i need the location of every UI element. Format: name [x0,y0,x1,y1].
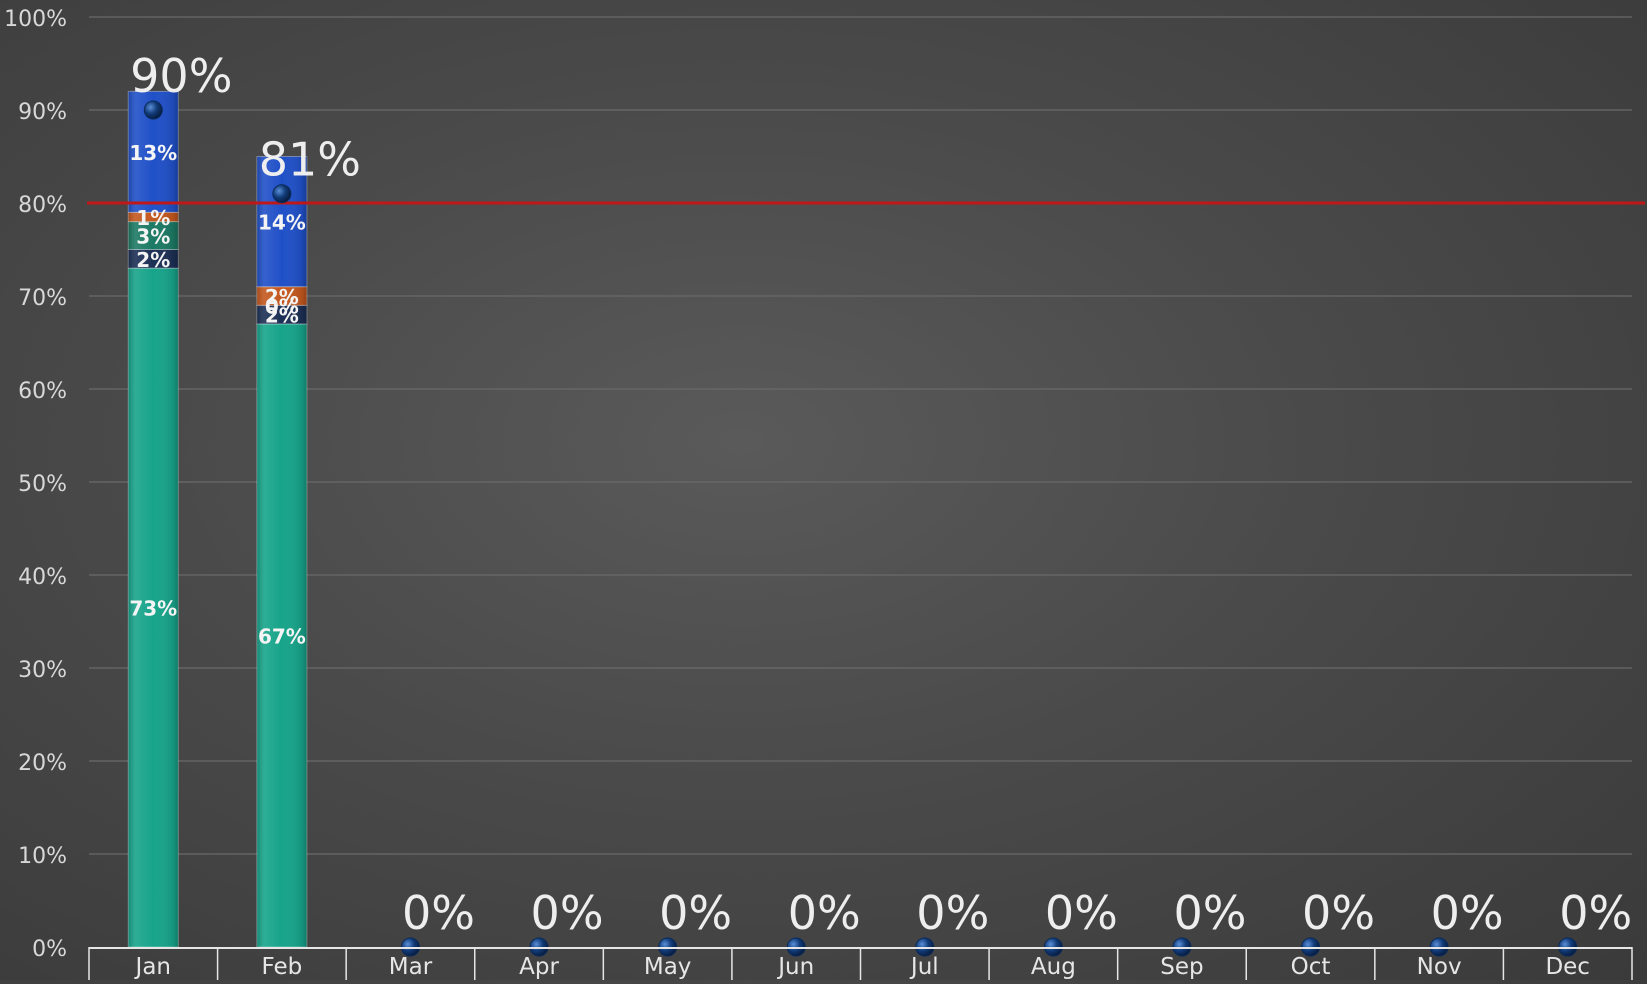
marker-label: 0% [659,886,732,940]
marker-label: 0% [402,886,475,940]
y-tick-label: 90% [18,100,67,125]
bar-segment-sheen [256,156,307,287]
bars: 73%2%3%1%13%67%2%0%2%14% [127,90,308,948]
bar-segment-sheen [128,212,179,222]
y-tick-label: 80% [18,193,67,218]
y-tick-label: 40% [18,565,67,590]
bar-segment-sheen [128,268,179,948]
y-tick-label: 30% [18,658,67,683]
y-axis-ticks: 0% 10% 20% 30% 40% 50% 60% 70% 80% 90% 100% [4,7,67,962]
marker-label: 0% [916,886,989,940]
marker-label: 0% [1431,886,1504,940]
marker-point [272,184,292,204]
x-tick-label: Jan [134,954,171,980]
bar-data-label: 14% [258,211,306,235]
x-tick-label: Mar [389,954,433,980]
bar-data-label: 2% [265,304,299,328]
x-tick-label: Jul [909,954,939,980]
bar-data-label: 0% [265,294,299,318]
marker-point [143,100,163,120]
y-tick-label: 60% [18,379,67,404]
marker-label: 0% [1302,886,1375,940]
marker-label: 0% [788,886,861,940]
bar-data-label: 2% [265,285,299,309]
bar-data-label: 67% [258,624,306,648]
bar-segment-sheen [256,305,307,324]
x-tick-label: Aug [1031,954,1076,980]
x-tick-label: May [644,954,692,980]
x-axis: Jan Feb Mar Apr May Jun Jul Aug Sep Oct Nov Dec [88,947,1633,980]
bar-data-label: 1% [136,206,170,230]
x-tick-label: Nov [1417,954,1462,980]
bar-data-label: 73% [129,597,177,621]
marker-label: 81% [259,133,361,187]
x-tick-label: Sep [1160,954,1203,980]
marker-label: 0% [1045,886,1118,940]
y-tick-label: 20% [18,751,67,776]
x-tick-label: Jun [776,954,814,980]
y-tick-label: 70% [18,286,67,311]
y-tick-label: 0% [32,937,67,962]
marker-label: 0% [531,886,604,940]
marker-label: 0% [1173,886,1246,940]
bar-data-label: 3% [136,225,170,249]
markers: 90% 81% 0% 0% 0% 0% 0% 0% 0% 0% 0% 0% [130,49,1632,957]
x-tick-label: Feb [262,954,303,980]
y-tick-label: 10% [18,844,67,869]
bar-segment-sheen [256,286,307,306]
marker-label: 0% [1559,886,1632,940]
y-tick-label: 50% [18,472,67,497]
bar-data-label: 2% [136,248,170,272]
x-tick-label: Apr [519,954,559,980]
bar-segment-sheen [128,221,179,250]
bar-data-label: 13% [129,141,177,165]
y-tick-label: 100% [4,7,67,32]
bar-segment-sheen [256,323,307,947]
bar-segment-sheen [128,249,179,269]
marker-label: 90% [130,49,232,103]
gridlines [89,16,1632,855]
x-tick-label: Oct [1291,954,1331,980]
x-tick-label: Dec [1545,954,1590,980]
